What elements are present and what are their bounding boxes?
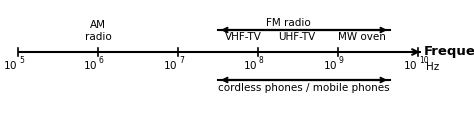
- Text: Frequency: Frequency: [424, 44, 474, 57]
- Text: 7: 7: [179, 56, 184, 65]
- Text: 8: 8: [259, 56, 264, 65]
- Text: $10$: $10$: [163, 59, 177, 71]
- Text: 9: 9: [339, 56, 344, 65]
- Text: VHF-TV: VHF-TV: [225, 32, 262, 42]
- Text: FM radio: FM radio: [266, 18, 311, 28]
- Text: 10: 10: [419, 56, 428, 65]
- Text: Hz: Hz: [426, 62, 439, 72]
- Text: 5: 5: [19, 56, 24, 65]
- Text: UHF-TV: UHF-TV: [278, 32, 315, 42]
- Text: AM
radio: AM radio: [85, 20, 111, 42]
- Text: 6: 6: [99, 56, 104, 65]
- Text: $10$: $10$: [82, 59, 97, 71]
- Text: $10$: $10$: [402, 59, 417, 71]
- Text: cordless phones / mobile phones: cordless phones / mobile phones: [218, 83, 390, 93]
- Text: $10$: $10$: [322, 59, 337, 71]
- Text: $10$: $10$: [2, 59, 17, 71]
- Text: MW oven: MW oven: [338, 32, 386, 42]
- Text: $10$: $10$: [243, 59, 257, 71]
